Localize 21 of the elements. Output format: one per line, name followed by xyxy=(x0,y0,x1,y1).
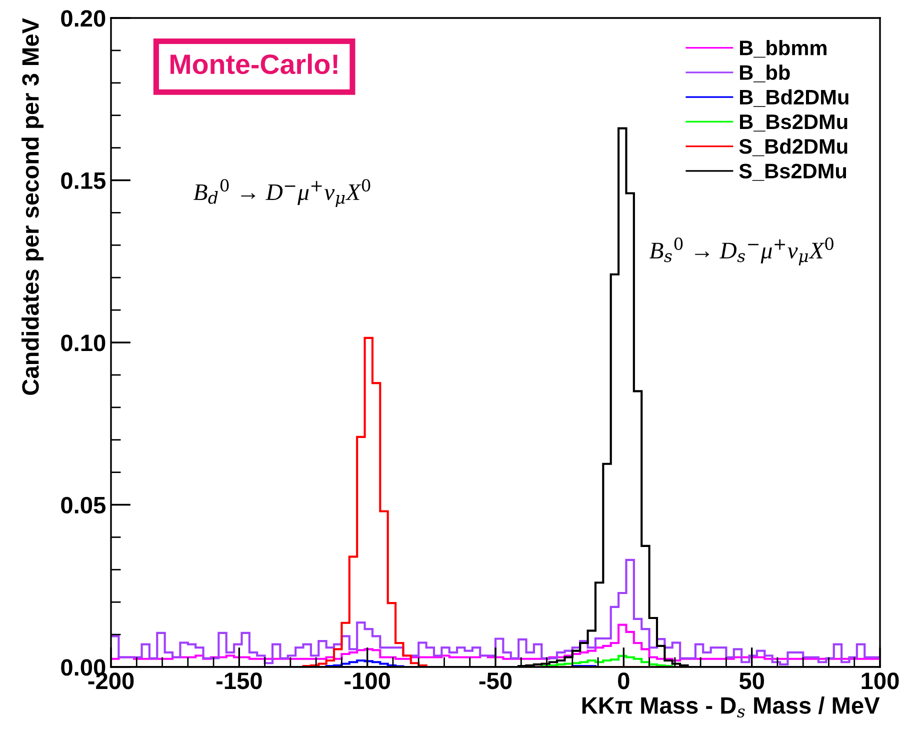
legend-label: S_Bs2DMu xyxy=(739,164,846,181)
legend-label: B_Bd2DMu xyxy=(740,89,848,107)
y-tick-label: 0.15 xyxy=(61,172,106,190)
text: B$_{d}$$^{0}$ → D$^{−}$μ$^{+}$ν$_{μ}$X$^{0}$ xyxy=(194,179,370,208)
legend-label: B_bbmm xyxy=(740,40,826,58)
x-tick-label: 50 xyxy=(739,672,764,690)
text: B$_{s}$$^{0}$ → D$_{s}$$^{−}$μ$^{+}$ν$_{μ}$X$^{0}$ xyxy=(650,237,834,266)
y-tick-label: 0.20 xyxy=(61,10,106,27)
x-axis-title: KKπ Mass - D$_{s}$ Mass / MeV xyxy=(582,696,880,718)
y-tick-label: 0.05 xyxy=(61,496,106,514)
x-tick-label: -100 xyxy=(344,672,390,690)
x-tick-label: 0 xyxy=(618,672,630,690)
y-tick-label: 0.10 xyxy=(61,334,106,352)
y-axis-title: Candidates per second per 3 MeV xyxy=(22,18,44,395)
legend-label: B_Bs2DMu xyxy=(740,114,848,132)
legend-label: B_bb xyxy=(740,64,790,82)
annotation: Monte-Carlo! xyxy=(170,54,338,74)
x-tick-label: -50 xyxy=(479,672,512,690)
x-tick-label: 100 xyxy=(862,672,899,690)
legend-label: S_Bd2DMu xyxy=(739,138,848,156)
x-tick-label: -150 xyxy=(216,672,262,690)
